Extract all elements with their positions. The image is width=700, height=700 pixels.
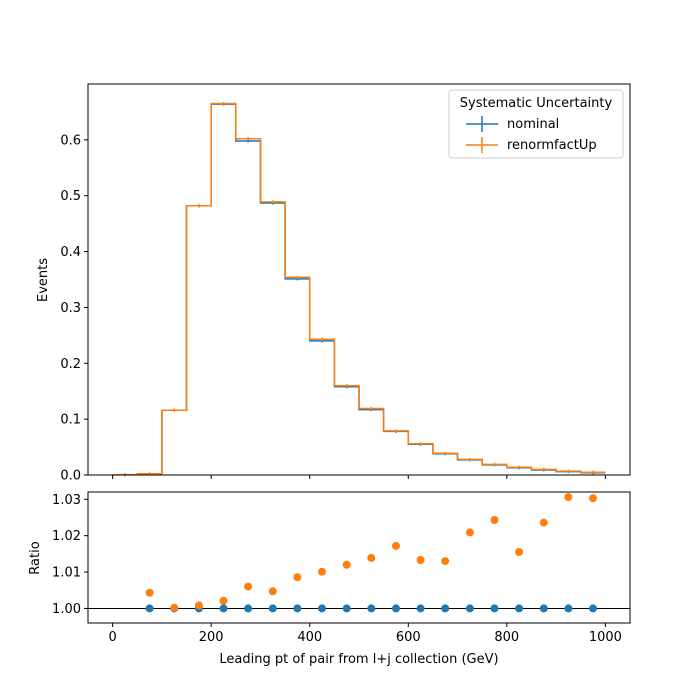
- ratio-point-renormfactup-8: [342, 560, 351, 569]
- main-y-tick-label: 0.3: [60, 301, 81, 316]
- ratio-point-renormfactup-2: [194, 601, 203, 610]
- ratio-point-nominal-17: [564, 604, 573, 613]
- ratio-x-ticks: 0 200 400 600 800 1000: [108, 623, 622, 645]
- ratio-point-renormfactup-4: [244, 582, 253, 591]
- ratio-point-nominal-7: [318, 604, 326, 613]
- ratio-point-nominal-9: [367, 604, 376, 613]
- ratio-point-renormfactup-17: [564, 493, 573, 502]
- main-y-axis-label: Events: [36, 258, 51, 302]
- ratio-x-tick-label: 1000: [589, 630, 622, 645]
- ratio-point-nominal-10: [392, 604, 400, 613]
- ratio-point-renormfactup-16: [539, 518, 548, 527]
- main-x-ticks: [112, 475, 606, 479]
- legend-nominal-label: nominal: [507, 117, 559, 132]
- ratio-point-nominal-5: [268, 604, 277, 613]
- ratio-x-tick-label: 200: [199, 630, 224, 645]
- ratio-y-axis-label: Ratio: [28, 541, 43, 574]
- ratio-plot-frame: [87, 491, 631, 624]
- ratio-points-layer: [145, 493, 597, 613]
- ratio-point-renormfactup-0: [145, 588, 154, 597]
- ratio-point-nominal-18: [589, 604, 597, 613]
- ratio-point-renormfactup-3: [219, 596, 228, 605]
- x-axis-label: Leading pt of pair from l+j collection (…: [219, 652, 498, 667]
- ratio-point-nominal-3: [219, 604, 228, 613]
- ratio-point-renormfactup-5: [268, 587, 277, 596]
- ratio-point-renormfactup-13: [465, 528, 474, 537]
- ratio-point-renormfactup-15: [515, 548, 524, 556]
- legend-item-nominal: nominal: [466, 116, 559, 132]
- ratio-point-renormfactup-18: [589, 494, 597, 503]
- ratio-point-nominal-16: [539, 604, 548, 613]
- main-y-tick-label: 0.5: [60, 189, 81, 204]
- legend: Systematic Uncertainty nominal renormfac…: [448, 89, 624, 159]
- ratio-panel: 0 200 400 600 800 1000 1.00 1.01 1.02 1.03 Ratio…: [28, 491, 631, 667]
- main-series-layer: [112, 102, 606, 477]
- legend-renormfactup-label: renormfactUp: [507, 138, 597, 153]
- ratio-point-renormfactup-9: [367, 553, 376, 562]
- ratio-point-renormfactup-14: [490, 516, 499, 524]
- ratio-point-nominal-13: [465, 604, 474, 613]
- ratio-x-tick-label: 800: [494, 630, 519, 645]
- ratio-point-nominal-4: [244, 604, 253, 613]
- ratio-point-nominal-8: [342, 604, 351, 613]
- ratio-point-nominal-0: [145, 604, 154, 613]
- ratio-y-tick-label: 1.00: [52, 602, 81, 617]
- main-y-tick-label: 0.4: [60, 245, 81, 260]
- main-panel: 0.0 0.1 0.2 0.3 0.4 0.5 0.6 Events Systematic …: [36, 83, 631, 484]
- ratio-point-nominal-11: [416, 604, 425, 613]
- ratio-y-ticks: 1.00 1.01 1.02 1.03: [52, 493, 88, 617]
- ratio-point-renormfactup-6: [293, 573, 302, 582]
- ratio-x-tick-label: 600: [396, 630, 421, 645]
- legend-title: Systematic Uncertainty: [460, 96, 613, 111]
- main-y-tick-label: 0.0: [60, 469, 81, 484]
- ratio-point-renormfactup-10: [392, 541, 400, 550]
- ratio-plot-area: [88, 492, 630, 623]
- ratio-point-nominal-14: [490, 604, 499, 613]
- ratio-y-tick-label: 1.01: [52, 566, 81, 581]
- ratio-point-renormfactup-7: [318, 567, 326, 576]
- ratio-point-nominal-15: [515, 604, 524, 613]
- ratio-point-renormfactup-1: [170, 603, 179, 612]
- main-y-ticks: 0.0 0.1 0.2 0.3 0.4 0.5 0.6: [60, 133, 88, 484]
- ratio-y-tick-label: 1.02: [52, 529, 81, 544]
- legend-item-renormfactup: renormfactUp: [466, 137, 597, 153]
- legend-box: [448, 89, 624, 159]
- main-y-tick-label: 0.2: [60, 357, 81, 372]
- ratio-point-renormfactup-12: [441, 557, 450, 566]
- main-y-tick-label: 0.1: [60, 413, 81, 428]
- ratio-x-tick-label: 0: [108, 630, 116, 645]
- ratio-point-nominal-6: [293, 604, 302, 613]
- main-plot-frame: [87, 83, 631, 476]
- ratio-x-tick-label: 400: [297, 630, 322, 645]
- main-y-tick-label: 0.6: [60, 133, 81, 148]
- ratio-point-renormfactup-11: [416, 556, 425, 564]
- ratio-y-tick-label: 1.03: [52, 493, 81, 508]
- ratio-point-nominal-12: [441, 604, 450, 613]
